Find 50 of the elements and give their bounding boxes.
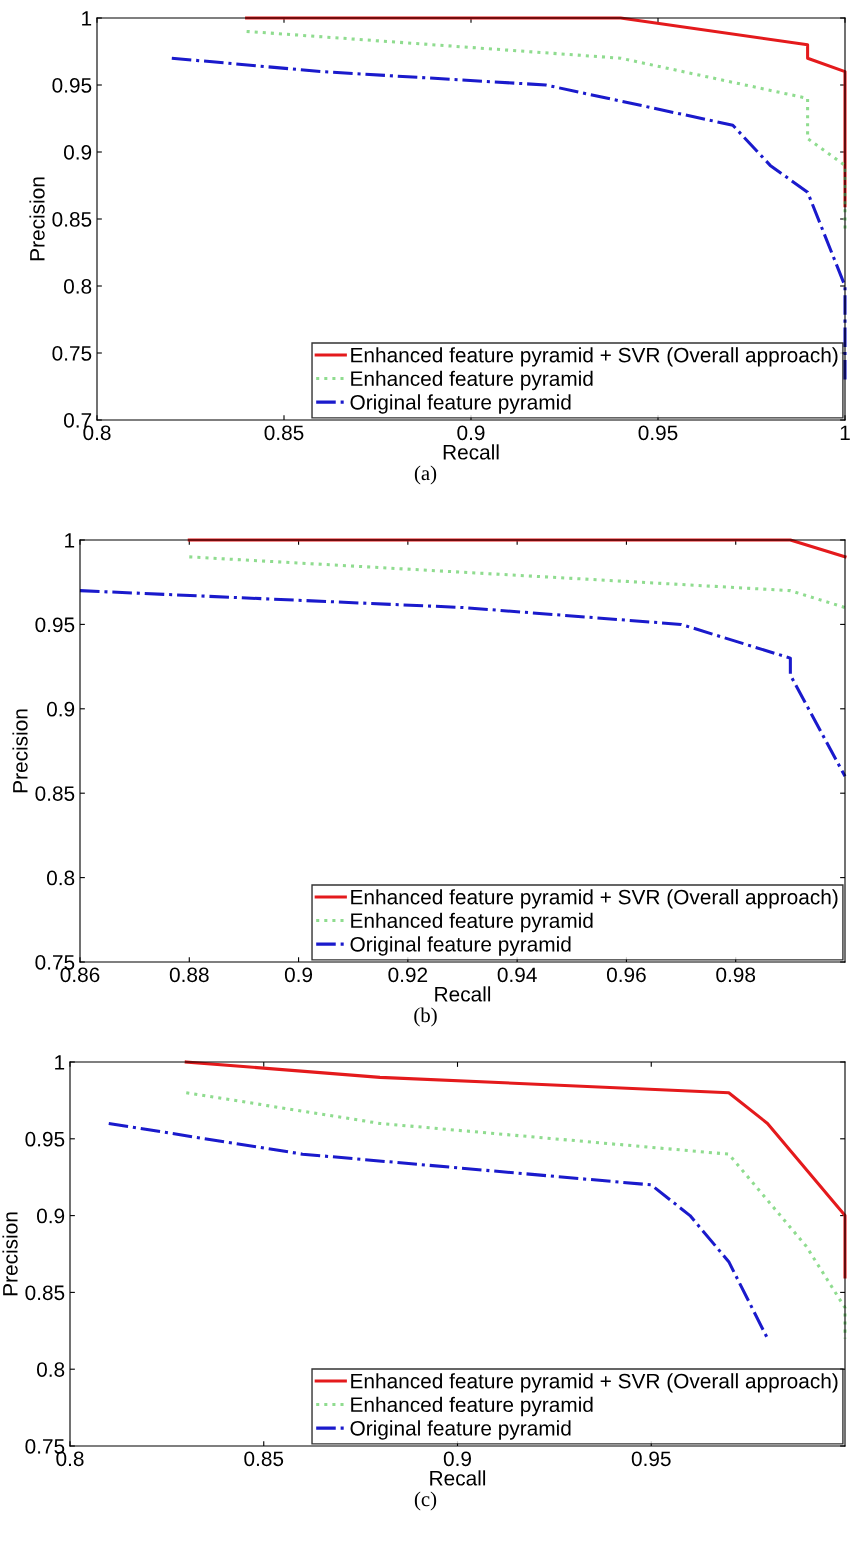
- y-tick-label: 1: [82, 11, 92, 26]
- y-tick-label: 0.75: [52, 346, 92, 361]
- text: (a): [414, 465, 437, 485]
- x-tick-label: 0.92: [388, 967, 428, 983]
- legend-label: Enhanced feature pyramid + SVR (Overall approach): [351, 347, 838, 367]
- y-axis-title: Precision: [12, 709, 28, 793]
- y-axis-title: Precision: [2, 1212, 18, 1296]
- line-series: [245, 16, 847, 208]
- x-tick-label: 0.95: [631, 1451, 671, 1467]
- text: (b): [414, 1007, 437, 1027]
- legend-label: Enhanced feature pyramid: [351, 370, 593, 391]
- y-tick-label: 0.95: [35, 617, 75, 633]
- legend-label: Enhanced feature pyramid + SVR (Overall approach): [351, 889, 838, 909]
- x-axis-title: Recall: [443, 444, 499, 460]
- x-axis-title: Recall: [435, 986, 491, 1002]
- x-tick-label: 0.88: [169, 967, 209, 983]
- line-series: [184, 1060, 847, 1279]
- y-axis-title: Precision: [29, 177, 45, 261]
- y-tick-label: 0.85: [52, 212, 92, 227]
- y-tick-label: 0.8: [46, 870, 75, 886]
- x-tick-label: 1: [840, 425, 850, 440]
- x-tick-label: 0.98: [716, 967, 756, 983]
- x-axis-title: Recall: [430, 1470, 486, 1486]
- y-tick-label: 0.95: [25, 1131, 65, 1147]
- y-tick-label: 0.9: [36, 1208, 65, 1224]
- text: (c): [414, 1491, 437, 1511]
- legend-label: Enhanced feature pyramid + SVR (Overall approach): [351, 1373, 838, 1393]
- legend-label: Enhanced feature pyramid: [351, 912, 593, 933]
- y-tick-label: 1: [55, 1055, 65, 1070]
- x-tick-label: 0.85: [244, 1451, 284, 1467]
- x-tick-label: 0.9: [284, 967, 313, 983]
- y-tick-label: 0.85: [25, 1285, 65, 1301]
- line-series: [78, 589, 847, 778]
- x-tick-label: 0.96: [606, 967, 646, 983]
- y-tick-label: 0.8: [63, 279, 92, 294]
- x-tick-label: 0.95: [638, 425, 678, 441]
- x-tick-label: 0.9: [457, 425, 485, 441]
- y-tick-label: 0.8: [36, 1362, 65, 1377]
- y-tick-label: 0.9: [63, 145, 92, 160]
- x-tick-label: 0.85: [264, 425, 304, 441]
- legend-label: Original feature pyramid: [350, 1420, 571, 1440]
- x-tick-label: 0.9: [443, 1451, 471, 1467]
- y-tick-label: 0.95: [52, 78, 92, 93]
- y-tick-label: 1: [65, 533, 75, 548]
- y-tick-label: 0.9: [46, 701, 75, 717]
- legend-label: Enhanced feature pyramid: [351, 1396, 593, 1417]
- legend-label: Original feature pyramid: [350, 394, 571, 414]
- legend-label: Original feature pyramid: [350, 936, 571, 956]
- y-tick-label: 0.85: [35, 786, 75, 801]
- x-tick-label: 0.94: [497, 967, 537, 983]
